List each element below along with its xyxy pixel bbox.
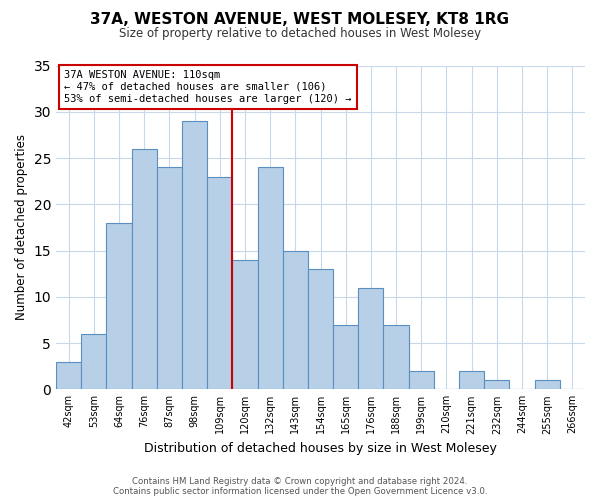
Bar <box>81 334 106 390</box>
Bar <box>283 250 308 390</box>
Bar <box>484 380 509 390</box>
Bar <box>459 371 484 390</box>
Text: Contains HM Land Registry data © Crown copyright and database right 2024.
Contai: Contains HM Land Registry data © Crown c… <box>113 476 487 496</box>
Text: Size of property relative to detached houses in West Molesey: Size of property relative to detached ho… <box>119 28 481 40</box>
Bar <box>106 223 131 390</box>
Bar <box>535 380 560 390</box>
Bar <box>56 362 81 390</box>
Bar <box>308 269 333 390</box>
Text: 37A, WESTON AVENUE, WEST MOLESEY, KT8 1RG: 37A, WESTON AVENUE, WEST MOLESEY, KT8 1R… <box>91 12 509 28</box>
Bar <box>257 168 283 390</box>
Bar <box>207 176 232 390</box>
Bar <box>131 149 157 390</box>
Bar <box>358 288 383 390</box>
Y-axis label: Number of detached properties: Number of detached properties <box>15 134 28 320</box>
Bar <box>157 168 182 390</box>
Bar <box>182 121 207 390</box>
Text: 37A WESTON AVENUE: 110sqm
← 47% of detached houses are smaller (106)
53% of semi: 37A WESTON AVENUE: 110sqm ← 47% of detac… <box>64 70 352 104</box>
Bar <box>383 324 409 390</box>
Bar <box>333 324 358 390</box>
Bar <box>409 371 434 390</box>
Bar <box>232 260 257 390</box>
X-axis label: Distribution of detached houses by size in West Molesey: Distribution of detached houses by size … <box>144 442 497 455</box>
